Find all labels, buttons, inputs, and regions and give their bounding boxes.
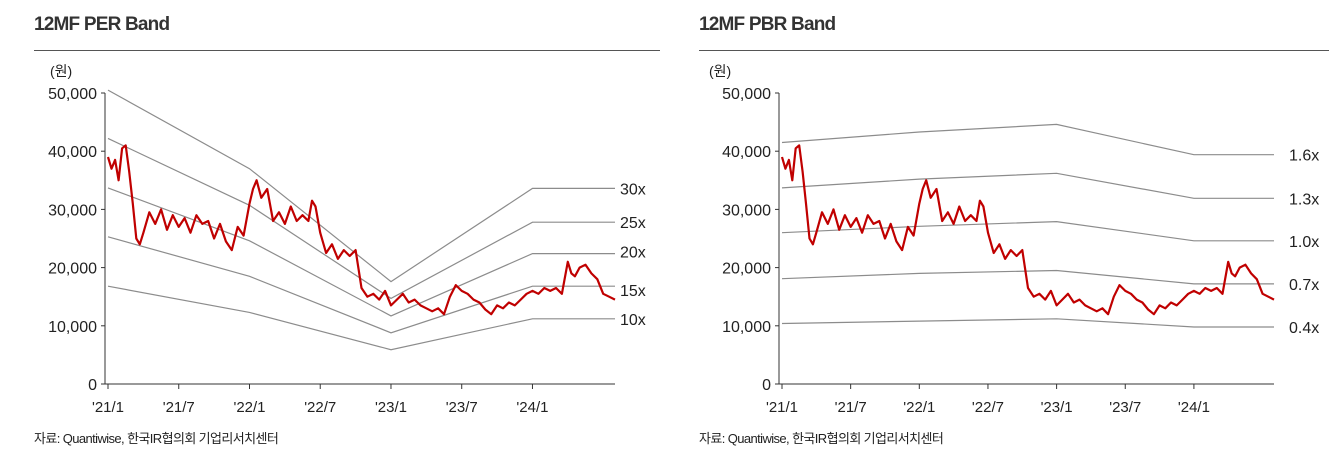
band-label: 1.6x [1289, 148, 1319, 165]
x-tick-label: '21/1 [92, 399, 124, 416]
x-tick-label: '21/7 [163, 399, 195, 416]
y-tick-label: 10,000 [48, 319, 97, 336]
x-tick-label: '22/1 [233, 399, 265, 416]
title-divider [34, 50, 660, 51]
band-line [107, 236, 615, 334]
x-tick-label: '23/7 [446, 399, 478, 416]
band-line [781, 123, 1274, 156]
y-tick-label: 30,000 [722, 202, 771, 219]
band-line [107, 187, 615, 317]
y-tick-label: 40,000 [722, 144, 771, 161]
band-label: 20x [620, 245, 646, 262]
band-line [107, 89, 615, 283]
unit-label: (원) [709, 63, 731, 79]
source-note: 자료: Quantiwise, 한국IR협의회 기업리서치센터 [699, 431, 944, 446]
band-label: 30x [620, 181, 646, 198]
x-tick-label: '21/1 [766, 399, 798, 416]
band-label: 1.0x [1289, 234, 1319, 251]
band-label: 10x [620, 312, 646, 329]
chart-title: 12MF PBR Band [699, 14, 836, 35]
chart-title: 12MF PER Band [34, 14, 170, 35]
per-band-chart: (원) 0 10,000 20,000 30,000 40,000 50,000 '21/1 '… [48, 63, 646, 416]
price-line [106, 144, 616, 316]
x-tick-label: '22/1 [903, 399, 935, 416]
x-tick-label: '23/7 [1109, 399, 1141, 416]
pbr-band-chart: (원) 0 10,000 20,000 30,000 40,000 50,000 '21/1 '… [709, 63, 1319, 416]
x-tick-label: '21/7 [835, 399, 867, 416]
title-divider [699, 50, 1329, 51]
band-label: 0.4x [1289, 320, 1319, 337]
band-line [107, 285, 615, 351]
y-tick-label: 0 [88, 377, 97, 394]
x-tick-label: '23/1 [1041, 399, 1073, 416]
y-tick-label: 30,000 [48, 202, 97, 219]
y-tick-label: 50,000 [48, 86, 97, 103]
band-label: 25x [620, 215, 646, 232]
y-tick-label: 40,000 [48, 144, 97, 161]
source-note: 자료: Quantiwise, 한국IR협의회 기업리서치센터 [34, 431, 279, 446]
pbr-band-panel: 12MF PBR Band (원) 0 10,000 20,000 30,000 40,0… [672, 0, 1342, 467]
band-line [781, 172, 1274, 199]
x-tick-label: '22/7 [972, 399, 1004, 416]
unit-label: (원) [50, 63, 72, 79]
x-tick-label: '24/1 [516, 399, 548, 416]
x-tick-label: '24/1 [1178, 399, 1210, 416]
y-tick-label: 10,000 [722, 319, 771, 336]
band-line [781, 269, 1274, 285]
y-tick-label: 50,000 [722, 86, 771, 103]
x-tick-label: '22/7 [304, 399, 336, 416]
y-tick-label: 0 [762, 377, 771, 394]
band-label: 0.7x [1289, 277, 1319, 294]
per-band-panel: 12MF PER Band (원) 0 10,000 20,000 30,000 40,0… [34, 14, 660, 446]
band-line [781, 318, 1274, 328]
x-tick-label: '23/1 [375, 399, 407, 416]
y-tick-label: 20,000 [48, 261, 97, 278]
price-line [780, 144, 1275, 316]
band-label: 1.3x [1289, 191, 1319, 208]
y-tick-label: 20,000 [722, 261, 771, 278]
band-line [107, 137, 615, 300]
band-label: 15x [620, 283, 646, 300]
band-line [781, 220, 1274, 242]
